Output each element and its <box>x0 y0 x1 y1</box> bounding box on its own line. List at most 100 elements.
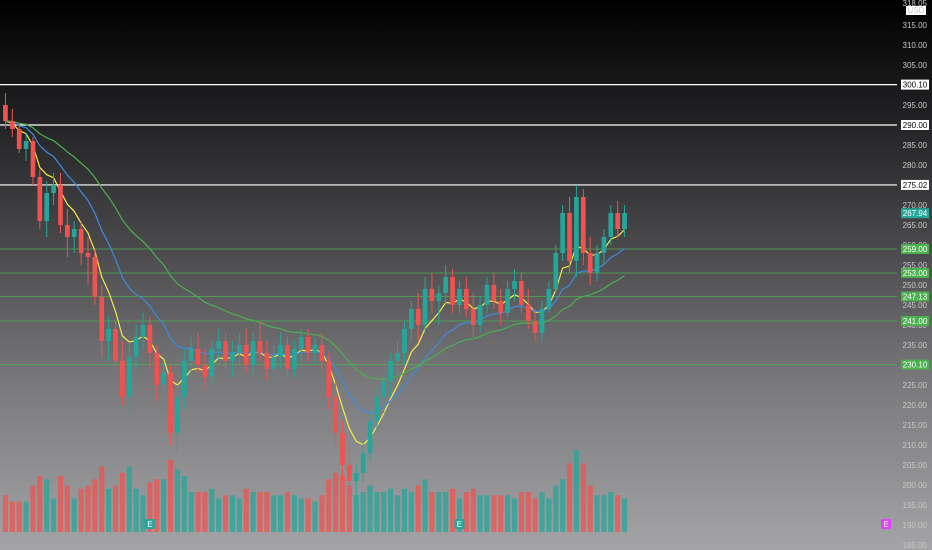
candle-body <box>443 277 449 293</box>
volume-bar <box>85 485 91 532</box>
level-label: 300.10 <box>903 81 928 90</box>
candle <box>567 197 572 273</box>
y-tick-label: 295.00 <box>903 101 928 110</box>
candle-body <box>340 433 345 465</box>
candles <box>3 93 627 501</box>
candle <box>360 441 366 481</box>
candle <box>106 317 111 361</box>
candle-body <box>250 341 256 365</box>
volume-bar <box>415 485 421 532</box>
volume-bar <box>30 485 36 532</box>
candle <box>181 349 187 409</box>
volume-bar <box>57 476 64 532</box>
level-label-bg <box>901 291 929 302</box>
candle-body <box>498 301 504 313</box>
ema-slow-line <box>5 120 625 380</box>
candle-body <box>154 353 160 385</box>
candle <box>223 333 228 369</box>
candle-body <box>512 281 517 289</box>
candle-body <box>257 341 263 353</box>
candle-body <box>216 341 222 349</box>
y-tick-label: 265.00 <box>903 221 928 230</box>
candle-body <box>37 177 43 221</box>
candle <box>216 329 222 361</box>
volume-bar <box>78 488 84 532</box>
candle-body <box>16 129 22 149</box>
volume-bar <box>518 492 524 532</box>
candle-body <box>519 281 524 305</box>
currency-label: USD <box>908 6 925 15</box>
volume-bar <box>216 498 222 532</box>
candle-body <box>99 297 105 341</box>
candle <box>85 237 91 285</box>
last-price-label: 267.94 <box>903 209 928 218</box>
candle-body <box>278 345 283 357</box>
candle-body <box>574 197 579 261</box>
earnings-marker <box>454 519 465 529</box>
candle-body <box>532 321 538 333</box>
candle <box>195 333 201 373</box>
candle <box>312 337 318 365</box>
candle-body <box>243 345 249 365</box>
volume-bar <box>99 466 105 532</box>
volume-bar <box>229 495 236 532</box>
candle-body <box>608 213 614 237</box>
ema-mid-line <box>5 120 625 414</box>
level-label-bg <box>901 359 929 370</box>
candle <box>381 373 387 413</box>
candle-body <box>353 473 359 481</box>
candle-body <box>539 309 545 333</box>
candle-body <box>65 225 70 237</box>
candle-body <box>78 229 84 253</box>
candle-body <box>525 305 531 321</box>
candle <box>326 353 332 409</box>
ema-fast-line <box>5 120 626 446</box>
y-tick-label: 195.00 <box>903 501 928 510</box>
volume-bar <box>477 495 483 532</box>
candle-body <box>223 341 228 361</box>
volume-bar <box>381 492 387 532</box>
price-axis[interactable]: 315.00310.00305.00300.00295.00290.00285.… <box>897 0 932 550</box>
candle <box>92 249 98 305</box>
volume-bar <box>505 495 511 532</box>
candle-body <box>450 277 455 305</box>
level-label-bg <box>901 120 929 130</box>
volume-bar <box>305 498 311 532</box>
candle <box>65 209 70 257</box>
volume-bar <box>525 492 531 532</box>
candle <box>477 297 483 333</box>
y-tick-label: 250.00 <box>903 281 928 290</box>
candle <box>622 205 627 237</box>
earnings-marker <box>881 519 891 529</box>
candle-body <box>470 309 476 325</box>
candle <box>367 413 373 461</box>
volume-bar <box>333 472 339 532</box>
candle-body <box>594 253 600 273</box>
y-top-label: 318.05 <box>903 0 928 8</box>
volume-bar <box>374 492 380 532</box>
y-tick-label: 215.00 <box>903 421 928 430</box>
volume-bar <box>264 492 270 532</box>
candle <box>236 333 242 365</box>
candle-body <box>126 357 132 397</box>
y-tick-label: 200.00 <box>903 481 928 490</box>
volume-bar <box>491 495 497 532</box>
volume-bars <box>2 450 628 532</box>
volume-bar <box>615 495 621 532</box>
candle <box>374 389 380 429</box>
volume-bar <box>236 498 242 532</box>
candle <box>44 181 50 237</box>
candle <box>539 301 545 341</box>
volume-bar <box>339 476 346 532</box>
candle-body <box>477 305 483 325</box>
candle <box>161 361 166 417</box>
volume-bar <box>188 492 194 532</box>
candle-body <box>415 309 421 325</box>
volume-bar <box>209 488 215 532</box>
volume-bar <box>9 501 15 532</box>
candle-body <box>3 105 8 121</box>
candle-body <box>298 337 304 349</box>
